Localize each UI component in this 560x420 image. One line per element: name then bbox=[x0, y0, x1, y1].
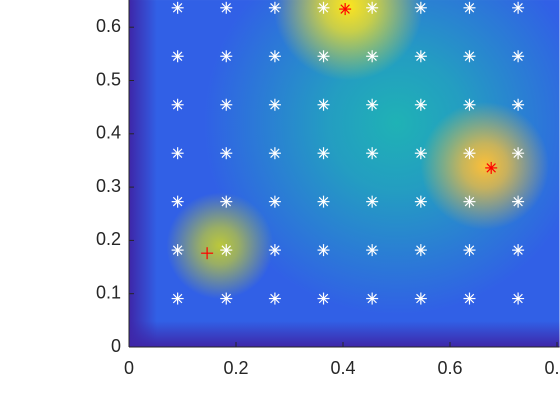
grid-point bbox=[317, 147, 330, 160]
grid-point bbox=[171, 244, 184, 257]
grid-point bbox=[171, 50, 184, 63]
highlight-point bbox=[339, 3, 352, 16]
grid-point bbox=[366, 292, 379, 305]
grid-point bbox=[463, 244, 476, 257]
heat-bump bbox=[203, 0, 560, 315]
grid-point bbox=[463, 292, 476, 305]
x-tick-label: 0.2 bbox=[223, 358, 248, 378]
grid-point bbox=[171, 195, 184, 208]
grid-point bbox=[463, 195, 476, 208]
y-tick-label: 0.1 bbox=[96, 282, 121, 302]
x-tick-label: 0 bbox=[124, 358, 134, 378]
grid-point bbox=[366, 98, 379, 111]
highlight-point bbox=[485, 161, 498, 174]
grid-point bbox=[463, 98, 476, 111]
grid-point bbox=[268, 244, 281, 257]
grid-point bbox=[512, 244, 525, 257]
x-tick-label: 0.8 bbox=[544, 358, 560, 378]
grid-point bbox=[268, 147, 281, 160]
x-tick-label: 0.4 bbox=[330, 358, 355, 378]
grid-point bbox=[414, 195, 427, 208]
grid-point bbox=[512, 98, 525, 111]
grid-point bbox=[512, 195, 525, 208]
grid-point bbox=[268, 98, 281, 111]
grid-point bbox=[220, 50, 233, 63]
grid-point bbox=[171, 1, 184, 14]
grid-point bbox=[414, 292, 427, 305]
grid-point bbox=[220, 98, 233, 111]
heat-edge bbox=[129, 321, 560, 347]
grid-point bbox=[366, 1, 379, 14]
y-tick-label: 0.6 bbox=[96, 16, 121, 36]
heat-bump bbox=[166, 192, 274, 300]
grid-point bbox=[414, 244, 427, 257]
grid-point bbox=[268, 1, 281, 14]
grid-point bbox=[220, 244, 233, 257]
grid-point bbox=[512, 1, 525, 14]
grid-point bbox=[512, 147, 525, 160]
grid-point bbox=[463, 50, 476, 63]
y-tick-label: 0 bbox=[111, 336, 121, 356]
grid-point bbox=[317, 292, 330, 305]
grid-point bbox=[463, 1, 476, 14]
grid-point bbox=[268, 292, 281, 305]
grid-point bbox=[463, 147, 476, 160]
grid-point bbox=[366, 195, 379, 208]
grid-point bbox=[317, 195, 330, 208]
grid-point bbox=[220, 147, 233, 160]
heat-bump bbox=[273, 0, 424, 81]
grid-point bbox=[317, 1, 330, 14]
heat-bump bbox=[420, 101, 549, 230]
grid-point bbox=[268, 195, 281, 208]
grid-point bbox=[512, 292, 525, 305]
grid-point bbox=[366, 50, 379, 63]
grid-point bbox=[366, 147, 379, 160]
plot-area bbox=[129, 0, 560, 348]
grid-point bbox=[171, 147, 184, 160]
grid-point bbox=[220, 195, 233, 208]
grid-point bbox=[414, 1, 427, 14]
grid-point bbox=[317, 50, 330, 63]
grid-point bbox=[268, 50, 281, 63]
y-tick-label: 0.4 bbox=[96, 123, 121, 143]
heat-edge bbox=[129, 0, 157, 348]
grid-point bbox=[171, 292, 184, 305]
grid-point bbox=[220, 1, 233, 14]
x-tick-label: 0.6 bbox=[437, 358, 462, 378]
grid-point bbox=[317, 98, 330, 111]
highlight-point bbox=[201, 247, 214, 260]
grid-point bbox=[512, 50, 525, 63]
grid-point bbox=[414, 50, 427, 63]
grid-point bbox=[171, 98, 184, 111]
y-tick-label: 0.3 bbox=[96, 176, 121, 196]
grid-point bbox=[220, 292, 233, 305]
grid-point bbox=[414, 147, 427, 160]
grid-point bbox=[414, 98, 427, 111]
grid-point bbox=[366, 244, 379, 257]
grid-point bbox=[317, 244, 330, 257]
y-tick-label: 0.5 bbox=[96, 69, 121, 89]
y-tick-label: 0.2 bbox=[96, 229, 121, 249]
